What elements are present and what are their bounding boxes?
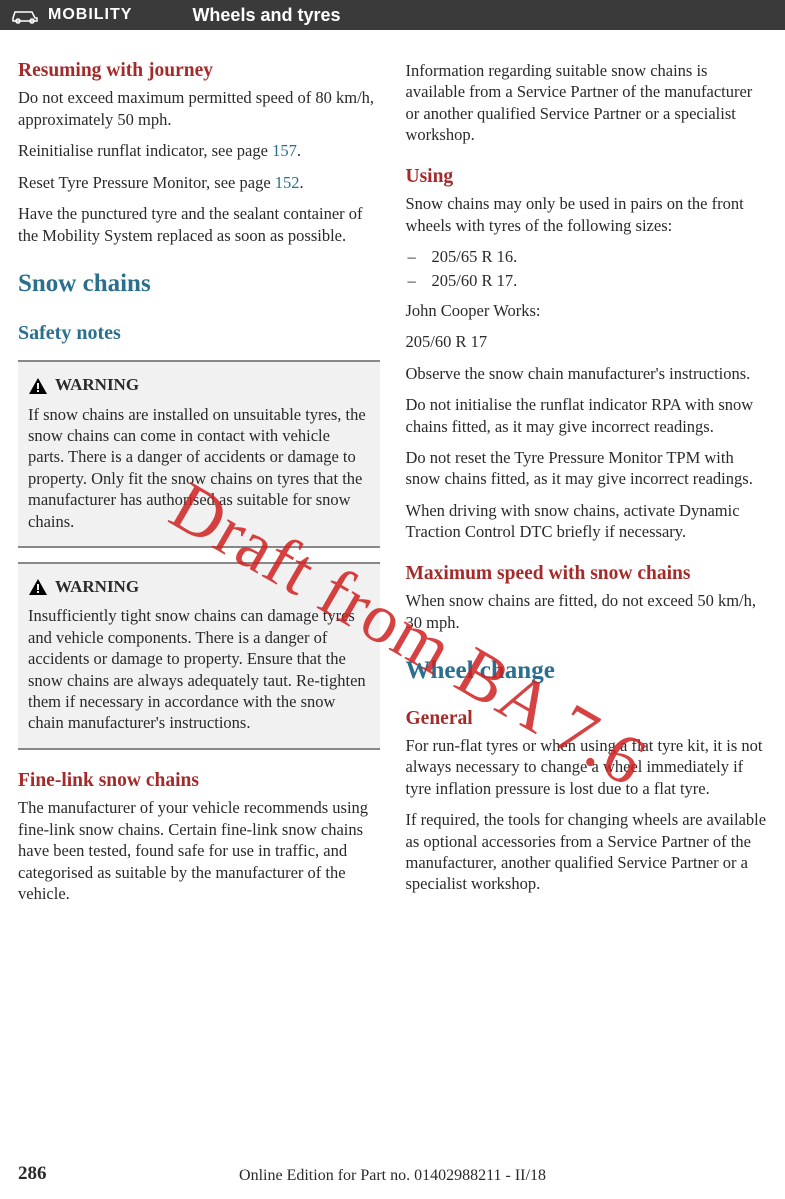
body-text: Observe the snow chain manufacturer's in… xyxy=(406,363,768,384)
body-text: Do not reset the Tyre Pressure Monitor T… xyxy=(406,447,768,490)
heading-fine-link: Fine-link snow chains xyxy=(18,768,380,793)
warning-text: Insufficiently tight snow chains can dam… xyxy=(28,605,370,734)
body-text: Reinitialise runflat indicator, see page… xyxy=(18,140,380,161)
body-text: John Cooper Works: xyxy=(406,300,768,321)
page-link[interactable]: 157 xyxy=(272,141,297,160)
warning-header: WARNING xyxy=(28,374,370,396)
right-column: Information regarding suitable snow chai… xyxy=(406,58,768,914)
page-link[interactable]: 152 xyxy=(275,173,300,192)
left-column: Resuming with journey Do not exceed maxi… xyxy=(18,58,380,914)
list-item: 205/60 R 17. xyxy=(406,270,768,291)
body-text: Do not exceed maximum permitted speed of… xyxy=(18,87,380,130)
body-text: When snow chains are fitted, do not exce… xyxy=(406,590,768,633)
warning-label: WARNING xyxy=(55,374,139,396)
heading-general: General xyxy=(406,706,768,731)
body-text: Reset Tyre Pressure Monitor, see page 15… xyxy=(18,172,380,193)
header-chapter-title: Wheels and tyres xyxy=(192,5,340,26)
body-text: When driving with snow chains, activate … xyxy=(406,500,768,543)
body-text: Have the punctured tyre and the sealant … xyxy=(18,203,380,246)
body-text: Snow chains may only be used in pairs on… xyxy=(406,193,768,236)
heading-snow-chains: Snow chains xyxy=(18,268,380,301)
warning-box: WARNING If snow chains are installed on … xyxy=(18,360,380,548)
warning-icon xyxy=(28,578,48,596)
text-fragment: Reinitialise runflat indicator, see page xyxy=(18,141,272,160)
body-text: The manufacturer of your vehicle recom­m… xyxy=(18,797,380,904)
warning-icon xyxy=(28,377,48,395)
heading-resuming: Resuming with journey xyxy=(18,58,380,83)
warning-label: WARNING xyxy=(55,576,139,598)
body-text: Information regarding suitable snow chai… xyxy=(406,60,768,146)
heading-wheel-change: Wheel change xyxy=(406,655,768,688)
footer-text: Online Edition for Part no. 01402988211 … xyxy=(0,1167,785,1185)
body-text: 205/60 R 17 xyxy=(406,331,768,352)
car-icon xyxy=(10,6,40,24)
page-header: MOBILITY Wheels and tyres xyxy=(0,0,785,30)
body-text: If required, the tools for changing whee… xyxy=(406,809,768,895)
body-text: For run-flat tyres or when using a flat … xyxy=(406,735,768,799)
warning-box: WARNING Insufficiently tight snow chains… xyxy=(18,562,380,750)
heading-using: Using xyxy=(406,164,768,189)
page-content: Resuming with journey Do not exceed maxi… xyxy=(0,30,785,914)
warning-text: If snow chains are installed on unsuitab… xyxy=(28,404,370,533)
text-fragment: Reset Tyre Pressure Monitor, see page xyxy=(18,173,275,192)
list-item: 205/65 R 16. xyxy=(406,246,768,267)
text-fragment: . xyxy=(297,141,301,160)
header-section-label: MOBILITY xyxy=(48,6,132,24)
warning-header: WARNING xyxy=(28,576,370,598)
heading-safety-notes: Safety notes xyxy=(18,320,380,346)
tyre-size-list: 205/65 R 16. 205/60 R 17. xyxy=(406,246,768,292)
heading-max-speed: Maximum speed with snow chains xyxy=(406,561,768,586)
text-fragment: . xyxy=(300,173,304,192)
body-text: Do not initialise the runflat indicator … xyxy=(406,394,768,437)
